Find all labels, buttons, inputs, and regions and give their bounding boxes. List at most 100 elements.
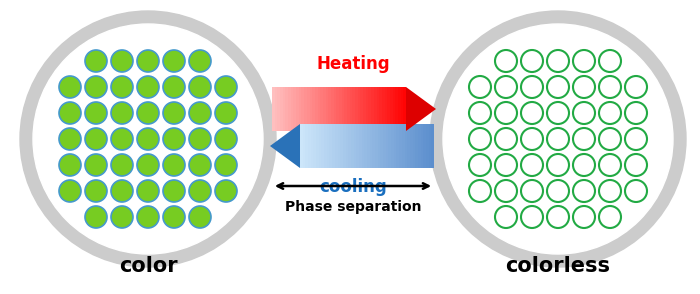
Bar: [348, 124, 351, 168]
Circle shape: [189, 50, 211, 72]
Bar: [350, 87, 352, 131]
Bar: [382, 87, 384, 131]
Circle shape: [59, 154, 81, 176]
Circle shape: [430, 11, 686, 267]
Bar: [300, 124, 302, 168]
Bar: [337, 124, 340, 168]
Text: Heating: Heating: [316, 55, 390, 73]
Circle shape: [573, 102, 595, 124]
Circle shape: [163, 206, 185, 228]
Circle shape: [469, 76, 491, 98]
Bar: [343, 124, 346, 168]
Circle shape: [495, 128, 517, 150]
Bar: [421, 124, 424, 168]
Circle shape: [111, 102, 133, 124]
Circle shape: [163, 154, 185, 176]
Circle shape: [189, 154, 211, 176]
Circle shape: [573, 206, 595, 228]
Circle shape: [85, 102, 107, 124]
Bar: [360, 87, 363, 131]
Bar: [296, 87, 299, 131]
Circle shape: [521, 206, 543, 228]
Bar: [387, 87, 390, 131]
Circle shape: [33, 24, 263, 254]
Bar: [334, 87, 336, 131]
Bar: [302, 124, 305, 168]
Bar: [395, 87, 398, 131]
Circle shape: [59, 76, 81, 98]
Bar: [277, 87, 280, 131]
Bar: [332, 124, 335, 168]
Circle shape: [189, 206, 211, 228]
Circle shape: [495, 154, 517, 176]
Circle shape: [495, 206, 517, 228]
Circle shape: [111, 206, 133, 228]
Circle shape: [111, 154, 133, 176]
Bar: [384, 87, 387, 131]
Circle shape: [547, 180, 569, 202]
Bar: [386, 124, 389, 168]
Circle shape: [573, 50, 595, 72]
Bar: [372, 124, 375, 168]
Bar: [355, 87, 358, 131]
Circle shape: [521, 154, 543, 176]
Bar: [286, 87, 288, 131]
Bar: [399, 124, 402, 168]
Circle shape: [111, 180, 133, 202]
Bar: [288, 87, 290, 131]
Circle shape: [111, 50, 133, 72]
Bar: [318, 124, 321, 168]
Circle shape: [521, 128, 543, 150]
Circle shape: [85, 128, 107, 150]
Bar: [367, 124, 370, 168]
Circle shape: [495, 50, 517, 72]
Circle shape: [599, 128, 621, 150]
Bar: [302, 87, 304, 131]
Circle shape: [469, 102, 491, 124]
Text: cooling: cooling: [319, 178, 387, 196]
Circle shape: [495, 102, 517, 124]
Bar: [371, 87, 374, 131]
FancyArrow shape: [270, 124, 300, 168]
Circle shape: [85, 180, 107, 202]
Circle shape: [599, 180, 621, 202]
Bar: [328, 87, 331, 131]
Bar: [375, 124, 378, 168]
Circle shape: [547, 50, 569, 72]
Circle shape: [599, 206, 621, 228]
Circle shape: [137, 128, 159, 150]
Bar: [418, 124, 421, 168]
Bar: [335, 124, 337, 168]
Circle shape: [137, 154, 159, 176]
Bar: [312, 87, 315, 131]
Bar: [299, 87, 302, 131]
Circle shape: [215, 128, 237, 150]
Bar: [379, 87, 382, 131]
Text: color: color: [119, 256, 177, 276]
Circle shape: [625, 128, 647, 150]
Bar: [340, 124, 343, 168]
Bar: [403, 87, 406, 131]
Bar: [391, 124, 394, 168]
Bar: [368, 87, 371, 131]
Circle shape: [163, 102, 185, 124]
Circle shape: [521, 50, 543, 72]
Circle shape: [163, 180, 185, 202]
Circle shape: [163, 50, 185, 72]
Circle shape: [85, 206, 107, 228]
Circle shape: [137, 102, 159, 124]
Bar: [272, 87, 274, 131]
Circle shape: [137, 76, 159, 98]
Circle shape: [599, 102, 621, 124]
Bar: [431, 124, 434, 168]
Bar: [307, 87, 309, 131]
Bar: [356, 124, 359, 168]
Bar: [314, 124, 316, 168]
Circle shape: [85, 154, 107, 176]
Circle shape: [59, 102, 81, 124]
Circle shape: [573, 180, 595, 202]
Bar: [327, 124, 330, 168]
Bar: [410, 124, 412, 168]
Circle shape: [189, 76, 211, 98]
Bar: [370, 124, 372, 168]
